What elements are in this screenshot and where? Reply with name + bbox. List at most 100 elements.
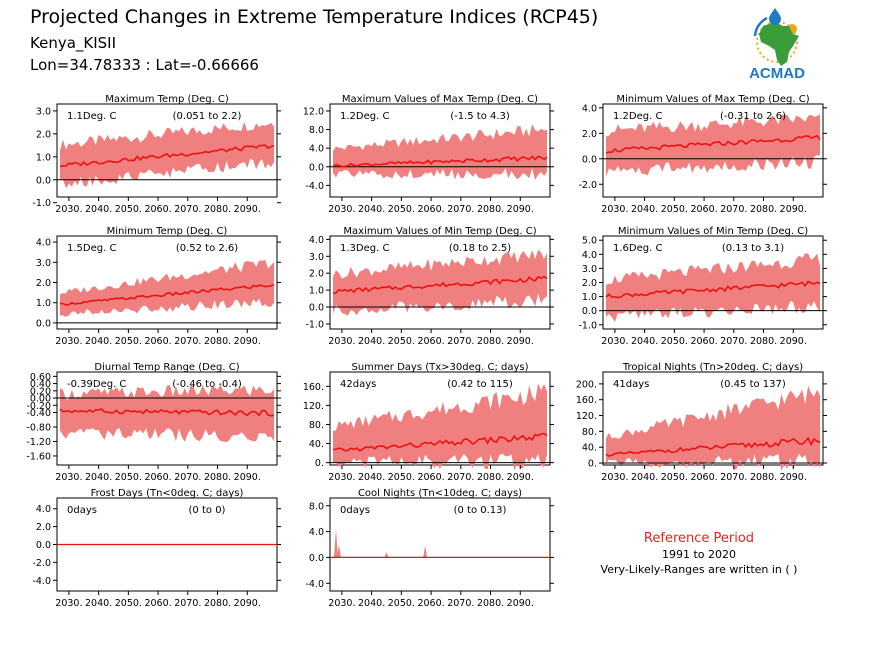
likely-range-label: (0.18 to 2.5) [449,243,511,254]
y-tick-label: -1.0 [32,198,51,209]
x-tick-label: 2060. [417,336,444,347]
x-tick-label: 2040. [85,598,112,609]
change-value-label: 1.5Deg. C [67,243,116,254]
change-value-label: 1.2Deg. C [340,111,389,122]
x-tick-label: 2060. [144,336,171,347]
range-spike [333,528,338,558]
likely-range-band [59,121,275,189]
x-tick-label: 2070. [174,204,201,215]
chart-panel: 5.0 4.0 3.0 2.0 1.0 0.0 -1.0 2030. 2040. 2050. 206… [578,226,827,347]
y-tick-label: 12.0 [303,106,324,117]
y-tick-label: 1.0 [36,298,51,309]
x-tick-label: 2030. [328,336,355,347]
y-tick-label: 0. [588,459,597,470]
change-value-label: 0days [67,505,97,516]
x-tick-label: 2060. [144,204,171,215]
x-tick-label: 2070. [720,204,747,215]
likely-range-label: (0.52 to 2.6) [176,243,238,254]
chart-panel: 0.600.400.200.00-0.20-0.40 -0.80 -1.20 -1.6… [26,362,281,483]
y-tick-label: 0. [315,458,324,469]
change-value-label: 1.6Deg. C [613,243,662,254]
y-tick-label: 0.0 [309,162,324,173]
x-tick-label: 2090. [507,598,534,609]
likely-range-label: (0.13 to 3.1) [722,243,784,254]
y-tick-label: 0.0 [309,303,324,314]
x-tick-label: 2040. [358,204,385,215]
y-tick-label: 0.0 [36,175,51,186]
median-trend-line [59,283,275,306]
y-tick-label: 0.0 [582,306,597,317]
y-tick-label: 0.60 [30,372,51,383]
y-tick-label: 4.0 [36,504,51,515]
x-tick-label: 2070. [447,472,474,483]
change-value-label: 1.2Deg. C [613,111,662,122]
x-tick-label: 2040. [631,336,658,347]
x-tick-label: 2030. [55,598,82,609]
acmad-logo: ACMAD [749,8,805,82]
coordinates-label: Lon=34.78333 : Lat=-0.66666 [30,56,259,74]
x-tick-label: 2030. [55,336,82,347]
x-tick-label: 2050. [388,598,415,609]
y-tick-label: 3.0 [309,252,324,263]
x-tick-label: 2080. [477,472,504,483]
y-tick-label: 80. [582,427,597,438]
x-tick-label: 2060. [144,472,171,483]
y-tick-label: 1.0 [309,286,324,297]
likely-range-label: (-0.46 to -0.4) [172,379,242,390]
chart-title: Summer Days (Tx>30deg. C; days) [351,362,528,373]
x-tick-label: 2050. [115,204,142,215]
x-tick-label: 2070. [447,204,474,215]
change-value-label: 1.3Deg. C [340,243,389,254]
x-tick-label: 2040. [358,472,385,483]
y-tick-label: -1.60 [26,451,51,462]
median-trend-line [605,280,821,299]
reference-period-title: Reference Period [643,531,755,546]
page-title: Projected Changes in Extreme Temperature… [30,6,599,28]
x-tick-label: 2050. [115,336,142,347]
y-tick-label: -1.0 [305,319,324,330]
location-label: Kenya_KISII [30,34,117,52]
x-tick-label: 2050. [115,472,142,483]
x-tick-label: 2040. [85,472,112,483]
water-drop-icon [769,8,781,25]
y-tick-label: -0.40 [26,408,51,419]
y-tick-label: 2.0 [582,278,597,289]
x-tick-label: 2090. [507,204,534,215]
median-trend-line [59,144,275,168]
x-tick-label: 2030. [601,472,628,483]
x-tick-label: 2030. [55,204,82,215]
y-tick-label: 3.0 [36,106,51,117]
x-tick-label: 2070. [720,472,747,483]
x-tick-label: 2070. [174,598,201,609]
x-tick-label: 2080. [204,336,231,347]
reference-period-years: 1991 to 2020 [661,548,737,561]
x-tick-label: 2030. [328,204,355,215]
likely-range-label: (0 to 0) [189,505,226,516]
y-tick-label: 0.20 [30,386,51,397]
x-tick-label: 2050. [661,204,688,215]
x-tick-label: 2090. [780,204,807,215]
likely-range-label: (0.051 to 2.2) [173,111,242,122]
x-tick-label: 2090. [507,336,534,347]
likely-range-label: (-1.5 to 4.3) [450,111,510,122]
x-tick-label: 2060. [690,472,717,483]
chart-panel: 200. 160. 120. 80. 40. 0. 2030. 2040. 2050. 2060.… [576,362,827,483]
x-tick-label: 2080. [750,472,777,483]
likely-range-label: (0.42 to 115) [447,379,513,390]
chart-title: Tropical Nights (Tn>20deg. C; days) [622,362,803,373]
likely-range-band [59,384,275,443]
reference-note: Very-Likely-Ranges are written in ( ) [600,563,798,576]
x-tick-label: 2090. [234,472,261,483]
x-tick-label: 2050. [115,598,142,609]
median-trend-line [605,436,821,457]
x-tick-label: 2040. [85,204,112,215]
y-tick-label: 4.0 [309,527,324,538]
y-tick-label: 3.0 [582,264,597,275]
y-tick-label: 2.0 [36,522,51,533]
x-tick-label: 2050. [661,472,688,483]
median-trend-line [332,432,548,452]
likely-range-band [605,114,821,177]
x-tick-label: 2030. [328,472,355,483]
